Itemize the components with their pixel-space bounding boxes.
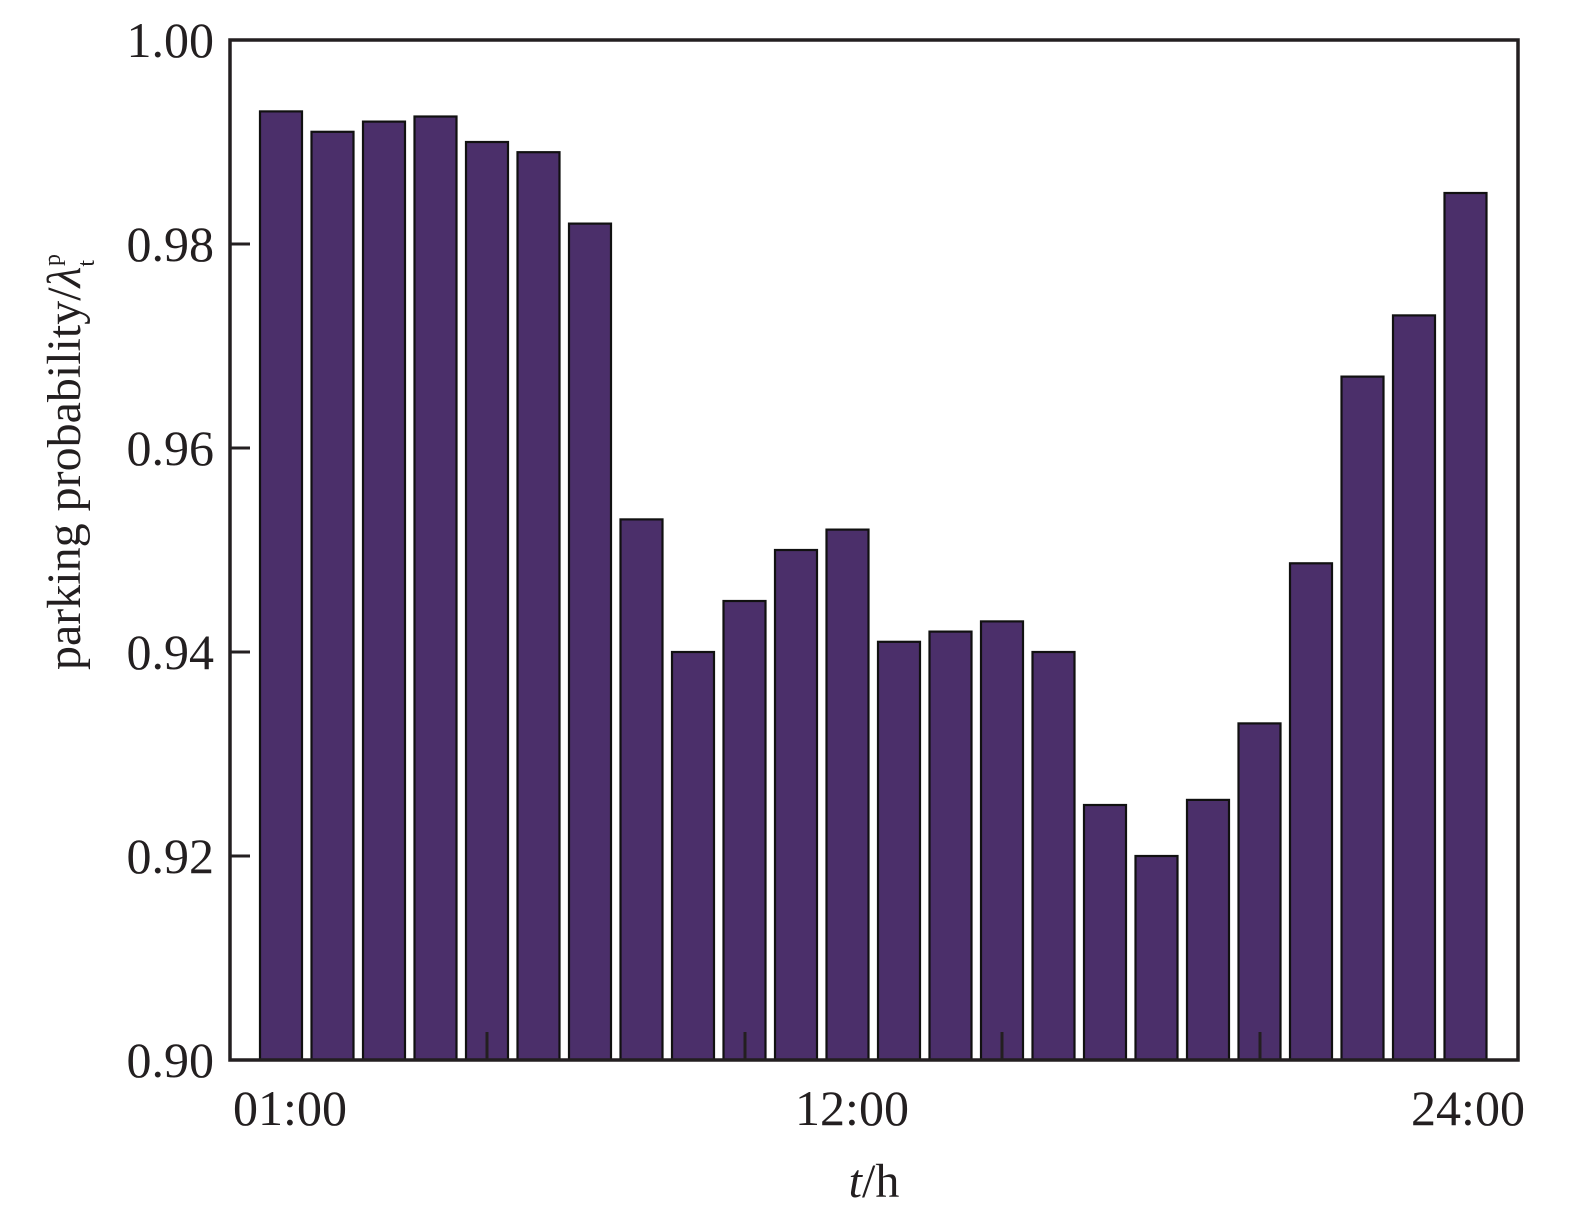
bar-15:00 xyxy=(979,620,1025,1062)
bars-layer xyxy=(258,110,1488,1062)
bar-18:00 xyxy=(1134,854,1179,1062)
bar-22:00 xyxy=(1340,375,1385,1062)
bar-09:00 xyxy=(670,650,716,1062)
y-tick-label: 0.92 xyxy=(127,828,215,884)
plot-frame xyxy=(228,38,1520,1062)
y-tick-label: 0.94 xyxy=(127,624,215,680)
y-tick-label: 0.90 xyxy=(127,1032,215,1088)
x-tick-label: 12:00 xyxy=(795,1080,909,1136)
bar-21:00 xyxy=(1288,562,1334,1062)
y-axis-text: parking probability/ xyxy=(38,287,91,670)
ticks-layer xyxy=(230,242,1262,1060)
bar-02:00 xyxy=(310,130,355,1062)
x-axis-var: t xyxy=(849,1155,864,1208)
bar-13:00 xyxy=(876,640,922,1062)
x-tick-label: 24:00 xyxy=(1411,1080,1525,1136)
bar-03:00 xyxy=(361,120,407,1062)
bar-10:00 xyxy=(722,599,767,1062)
x-axis-unit: /h xyxy=(862,1155,899,1208)
bar-06:00 xyxy=(516,151,561,1062)
y-tick-label: 1.00 xyxy=(127,12,215,68)
bar-08:00 xyxy=(619,518,664,1062)
bar-01:00 xyxy=(258,110,304,1062)
x-tick-label: 01:00 xyxy=(233,1080,347,1136)
bar-04:00 xyxy=(413,115,458,1062)
y-axis-subscript: t xyxy=(74,260,100,267)
y-tick-label: 0.98 xyxy=(127,216,215,272)
bar-14:00 xyxy=(928,630,973,1062)
x-axis-title: t/h xyxy=(849,1155,900,1208)
bar-23:00 xyxy=(1391,314,1437,1062)
bar-05:00 xyxy=(464,140,510,1062)
bar-17:00 xyxy=(1082,803,1128,1062)
bar-11:00 xyxy=(773,548,819,1062)
y-tick-label: 0.96 xyxy=(127,420,215,476)
bar-20:00 xyxy=(1237,722,1282,1062)
bar-07:00 xyxy=(567,222,613,1062)
tick-labels-layer: 0.90 0.92 0.94 0.96 0.98 1.00 01:00 12:00 24:00 xyxy=(127,12,1525,1136)
y-axis-superscript: p xyxy=(40,254,66,266)
bar-24:00 xyxy=(1443,191,1488,1062)
bar-16:00 xyxy=(1031,650,1076,1062)
bar-19:00 xyxy=(1185,798,1231,1062)
bar-12:00 xyxy=(825,528,870,1062)
y-axis-symbol: λ xyxy=(38,267,91,290)
y-axis-title: parking probability/λt p xyxy=(38,254,100,670)
